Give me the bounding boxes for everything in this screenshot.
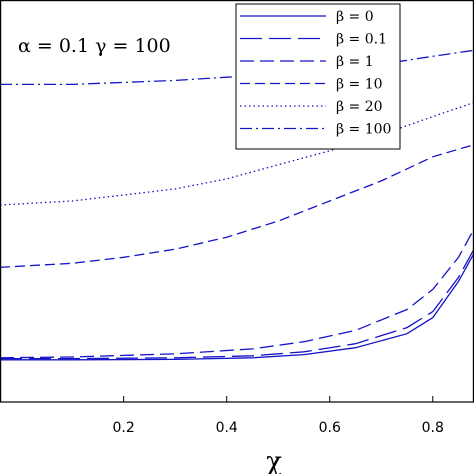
legend-label-5: β = 100 <box>336 122 391 138</box>
legend-label-2: β = 1 <box>336 54 374 70</box>
plot-frame <box>0 0 474 403</box>
x-tick-label: 0.6 <box>319 420 341 436</box>
series-line-1 <box>0 248 474 360</box>
x-tick-label: 0.8 <box>422 420 444 436</box>
legend-label-1: β = 0.1 <box>336 32 387 48</box>
series-line-2 <box>0 228 474 359</box>
legend-label-3: β = 10 <box>336 77 383 93</box>
series-line-3 <box>0 144 474 268</box>
legend: β = 0 β = 0.1 β = 1 β = 10 β = 20 β = 100 <box>235 3 401 150</box>
series-line-0 <box>0 252 474 361</box>
legend-label-0: β = 0 <box>336 9 374 25</box>
x-axis-label: χ <box>266 447 282 474</box>
x-tick-label: 0.2 <box>113 420 135 436</box>
x-axis-ticks: 0.2 0.4 0.6 0.8 <box>113 396 444 436</box>
legend-box <box>235 3 401 150</box>
legend-label-4: β = 20 <box>336 99 383 115</box>
parameter-annotation: α = 0.1 γ = 100 <box>18 35 171 57</box>
x-tick-label: 0.4 <box>216 420 238 436</box>
